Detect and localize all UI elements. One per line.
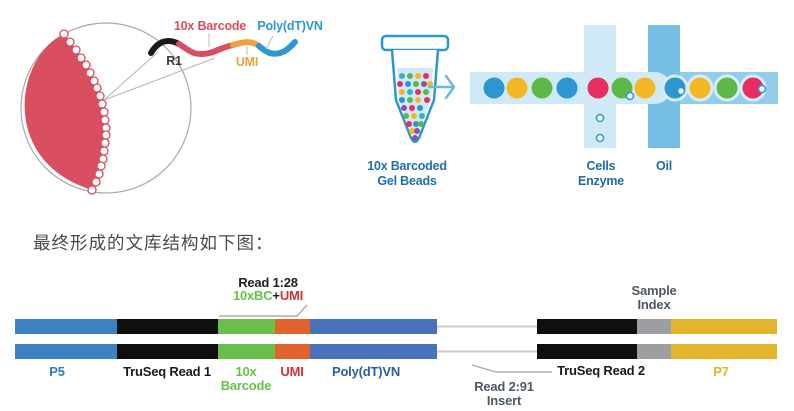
segment-umi <box>275 319 310 334</box>
oligo-wave <box>148 38 298 58</box>
cells <box>595 84 767 143</box>
segment-sample-index <box>637 319 671 334</box>
oligo-umi-segment <box>230 39 262 49</box>
tube-cap <box>380 34 450 52</box>
label-10x: 10x <box>235 364 257 379</box>
insert-lines <box>437 325 537 353</box>
caption-text: 最终形成的文库结构如下图： <box>33 233 274 253</box>
label-truseq-read1: TruSeq Read 1 <box>123 364 211 379</box>
read1-pointer <box>219 304 308 317</box>
callout-lines <box>103 51 216 101</box>
segment-p7 <box>671 319 777 334</box>
label-10x-barcode: 10x Barcode <box>173 19 247 33</box>
annotation-index: Index <box>637 297 671 312</box>
label-barcode: Barcode <box>220 378 272 393</box>
chip-label-enzyme: Enzyme <box>577 174 625 188</box>
chip-label-oil: Oil <box>655 159 673 173</box>
annotation-read1: Read 1:28 <box>238 275 298 290</box>
segment-p5 <box>15 344 117 359</box>
annotation-read2: Read 2:91 <box>474 379 534 394</box>
label-p7: P7 <box>713 364 729 379</box>
annotation-sample: Sample <box>631 283 677 298</box>
segment-truseq-read1 <box>117 319 218 334</box>
segment-p5 <box>15 319 117 334</box>
label-truseq-read2: TruSeq Read 2 <box>557 363 645 378</box>
oligo-label-ticks <box>208 33 274 55</box>
chip-label-cells: Cells <box>586 159 616 173</box>
segment-10x-barcode <box>218 319 275 334</box>
tube-gel-beads <box>397 73 433 141</box>
annotation-read1-content: 10xBC+UMI <box>232 288 304 303</box>
flowing-gel-beads <box>483 77 764 99</box>
gel-bead-tube <box>380 34 450 144</box>
library-strand-top <box>0 319 794 334</box>
label-poly-dt-vn: Poly(dT)VN <box>257 19 323 33</box>
segment-poly-dt-vn <box>310 344 437 359</box>
tube-label-line1: 10x Barcoded <box>367 159 447 173</box>
label-poly-dt-vn-bottom: Poly(dT)VN <box>331 364 401 379</box>
segment-umi <box>275 344 310 359</box>
label-r1: R1 <box>166 54 182 68</box>
tube-label-line2: Gel Beads <box>377 174 437 188</box>
label-umi: UMI <box>235 55 259 69</box>
segment-truseq-read2 <box>537 344 637 359</box>
segment-poly-dt-vn <box>310 319 437 334</box>
oligo-barcode-segment <box>176 41 236 58</box>
library-annotation-lines <box>219 304 552 373</box>
segment-truseq-read1 <box>117 344 218 359</box>
segment-truseq-read2 <box>537 319 637 334</box>
segment-10x-barcode <box>218 344 275 359</box>
oligo-polydt-segment <box>256 39 298 57</box>
label-p5: P5 <box>49 364 65 379</box>
read2-pointer <box>471 364 552 373</box>
library-strand-bottom <box>0 344 794 359</box>
segment-p7 <box>671 344 777 359</box>
annotation-umi: UMI <box>279 288 304 303</box>
bead-scallop-edge <box>59 29 111 195</box>
annotation-insert: Insert <box>486 393 522 408</box>
label-umi-bottom: UMI <box>280 364 304 379</box>
annotation-10xbc: 10xBC <box>232 288 273 303</box>
arrow-right-icon <box>427 74 456 100</box>
microfluidic-chip <box>470 25 778 148</box>
gel-bead-illustration <box>20 22 298 195</box>
segment-sample-index <box>637 344 671 359</box>
annotation-plus: + <box>272 288 280 303</box>
